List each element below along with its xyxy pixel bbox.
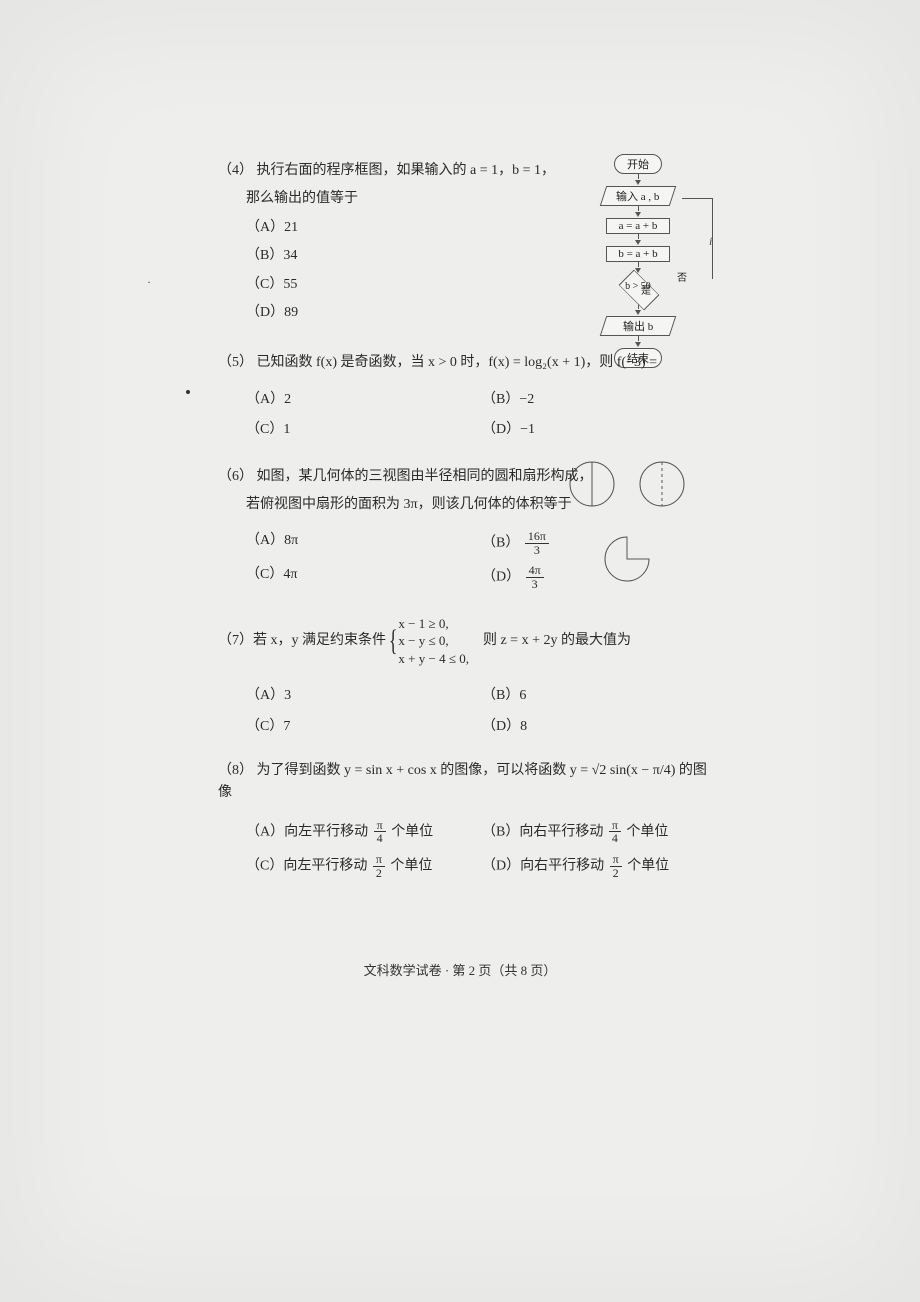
q8-c-suf: 个单位 (390, 858, 432, 873)
q4-line1: （4） 执行右面的程序框图，如果输入的 a = 1，b = 1， (218, 160, 718, 182)
q8-d-pre: （D）向右平行移动 (482, 858, 604, 873)
q8-b-suf: 个单位 (626, 824, 668, 839)
q7-opt-a: （A）3 (246, 685, 482, 707)
q4-opt-b: （B）34 (246, 245, 718, 267)
fraction-icon: 4π 3 (526, 564, 544, 590)
fraction-icon: π 2 (373, 853, 385, 879)
q8-opt-a: （A）向左平行移动 π 4 个单位 (246, 819, 482, 845)
q8-a-pre: （A）向左平行移动 (246, 824, 368, 839)
q8-b-den: 4 (609, 832, 621, 845)
question-4: （4） 执行右面的程序框图，如果输入的 a = 1，b = 1， 那么输出的值等… (218, 160, 718, 324)
q7-opt-c: （C）7 (246, 716, 482, 738)
q8-d-suf: 个单位 (627, 858, 669, 873)
q5-opt-a: （A）2 (246, 389, 482, 411)
q7-system: x − 1 ≥ 0, x − y ≤ 0, x + y − 4 ≤ 0, (398, 615, 469, 668)
q7-sys-2: x − y ≤ 0, (398, 632, 469, 650)
question-8: （8） 为了得到函数 y = sin x + cos x 的图像，可以将函数 y… (218, 760, 718, 883)
q8-d-num: π (610, 853, 622, 867)
q5-opt-b: （B）−2 (482, 389, 718, 411)
brace-icon: { (389, 627, 398, 654)
question-5: （5） 已知函数 f(x) 是奇函数，当 x > 0 时，f(x) = log₂… (218, 352, 718, 445)
fraction-icon: 16π 3 (525, 530, 549, 556)
page-footer: 文科数学试卷 · 第 2 页（共 8 页） (0, 960, 920, 979)
q7-sys-3: x + y − 4 ≤ 0, (398, 650, 469, 668)
scan-dot (186, 390, 190, 394)
q7-opt-b: （B）6 (482, 685, 718, 707)
q8-body: 为了得到函数 y = sin x + cos x 的图像，可以将函数 y = √… (218, 763, 707, 800)
q8-a-num: π (374, 819, 386, 833)
q6-line2: 若俯视图中扇形的面积为 3π，则该几何体的体积等于 (246, 494, 718, 516)
q5-label: （5） (218, 355, 253, 370)
q5-opt-c: （C）1 (246, 419, 482, 441)
q6-opt-d: （D） 4π 3 (482, 564, 718, 590)
q6-d-den: 3 (526, 578, 544, 591)
q7-opt-d: （D）8 (482, 716, 718, 738)
q7-sys-1: x − 1 ≥ 0, (398, 615, 469, 633)
q4-label: （4） (218, 163, 253, 178)
q7-label: （7） (218, 630, 253, 652)
q6-opt-c: （C）4π (246, 564, 482, 590)
q8-a-den: 4 (374, 832, 386, 845)
q6-opt-a: （A）8π (246, 530, 482, 556)
q8-opt-d: （D）向右平行移动 π 2 个单位 (482, 853, 718, 879)
q4-opt-a: （A）21 (246, 217, 718, 239)
q8-c-num: π (373, 853, 385, 867)
q5-opt-d: （D）−1 (482, 419, 718, 441)
question-6: （6） 如图，某几何体的三视图由半径相同的圆和扇形构成， 若俯视图中扇形的面积为… (218, 466, 718, 595)
content-area: （4） 执行右面的程序框图，如果输入的 a = 1，b = 1， 那么输出的值等… (218, 160, 718, 901)
page: · i 开始 输入 a , b a = a + b b = a + b b > … (0, 0, 920, 1302)
q8-opt-b: （B）向右平行移动 π 4 个单位 (482, 819, 718, 845)
q6-text1: 如图，某几何体的三视图由半径相同的圆和扇形构成， (257, 469, 593, 484)
q8-c-den: 2 (373, 867, 385, 880)
q4-opt-d: （D）89 (246, 302, 718, 324)
fraction-icon: π 2 (610, 853, 622, 879)
q4-opt-c: （C）55 (246, 274, 718, 296)
q6-opt-b: （B） 16π 3 (482, 530, 718, 556)
q8-text: （8） 为了得到函数 y = sin x + cos x 的图像，可以将函数 y… (218, 760, 718, 805)
scan-mark: · (147, 275, 151, 290)
q6-d-num: 4π (526, 564, 544, 578)
q6-opt-d-prefix: （D） (482, 570, 520, 585)
q5-text: （5） 已知函数 f(x) 是奇函数，当 x > 0 时，f(x) = log₂… (218, 352, 718, 374)
q8-label: （8） (218, 763, 253, 778)
q8-b-num: π (609, 819, 621, 833)
q4-text1: 执行右面的程序框图，如果输入的 a = 1，b = 1， (257, 163, 556, 178)
q6-line1: （6） 如图，某几何体的三视图由半径相同的圆和扇形构成， (218, 466, 718, 488)
q8-a-suf: 个单位 (391, 824, 433, 839)
fraction-icon: π 4 (374, 819, 386, 845)
fraction-icon: π 4 (609, 819, 621, 845)
q7-post: 则 z = x + 2y 的最大值为 (469, 630, 631, 652)
q6-opt-b-prefix: （B） (482, 536, 519, 551)
question-7: （7） 若 x，y 满足约束条件 { x − 1 ≥ 0, x − y ≤ 0,… (218, 615, 718, 742)
q6-b-num: 16π (525, 530, 549, 544)
q4-line2: 那么输出的值等于 (246, 188, 718, 210)
q6-label: （6） (218, 469, 253, 484)
q7-pre: 若 x，y 满足约束条件 (253, 630, 386, 652)
q7-text: （7） 若 x，y 满足约束条件 { x − 1 ≥ 0, x − y ≤ 0,… (218, 615, 718, 668)
q8-b-pre: （B）向右平行移动 (482, 824, 603, 839)
q5-body: 已知函数 f(x) 是奇函数，当 x > 0 时，f(x) = log₂(x +… (257, 355, 658, 370)
q8-c-pre: （C）向左平行移动 (246, 858, 367, 873)
q6-b-den: 3 (525, 544, 549, 557)
q8-opt-c: （C）向左平行移动 π 2 个单位 (246, 853, 482, 879)
q8-d-den: 2 (610, 867, 622, 880)
